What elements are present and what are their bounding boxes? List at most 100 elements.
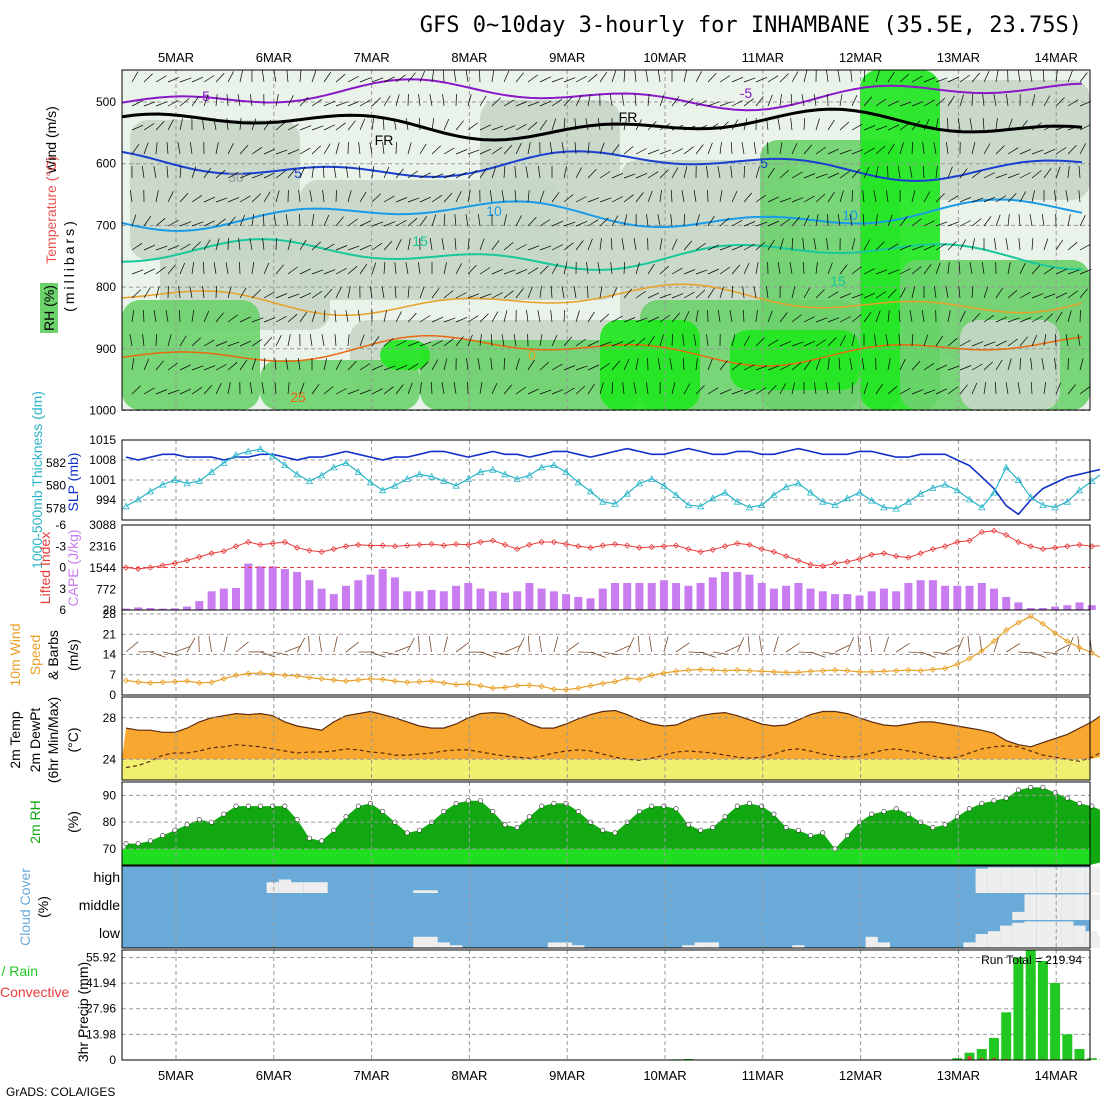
- wind-barb: [995, 316, 1008, 323]
- rh2m-marker: [905, 811, 911, 817]
- wind-barb: [239, 144, 249, 155]
- contour-label: 10: [486, 203, 502, 219]
- wind-barb: [575, 310, 580, 323]
- wind-barb: [719, 142, 722, 155]
- wind-barb: [443, 213, 446, 227]
- rh2m-marker: [160, 832, 166, 838]
- cape-bar: [1087, 605, 1096, 610]
- cloud-high-bar: [266, 882, 279, 893]
- wind-barb: [455, 120, 464, 131]
- wind-barb: [587, 238, 593, 251]
- lifted-index-marker: [501, 541, 509, 548]
- wind-barb: [767, 365, 780, 371]
- wind-barb-10m: [162, 651, 179, 656]
- thickness-marker: [366, 478, 375, 486]
- rh2m-marker: [1064, 795, 1070, 801]
- date-label-bottom: 10MAR: [643, 1068, 686, 1083]
- rh2m-marker: [135, 841, 141, 847]
- lifted-index-marker: [709, 546, 716, 553]
- wind-barb: [681, 190, 685, 203]
- wind-barb-10m: [333, 636, 338, 653]
- wind-barb: [419, 382, 422, 395]
- wind-barb: [407, 341, 420, 347]
- contour-label: 5: [294, 165, 302, 181]
- cape-bar: [867, 591, 876, 610]
- wind-barb: [779, 169, 790, 179]
- cloud-low-bar: [877, 942, 890, 948]
- wind-barb: [490, 333, 493, 347]
- wind-barb-10m: [198, 635, 200, 653]
- cape-tick-label: 772: [96, 582, 116, 596]
- thickness-marker: [122, 502, 130, 510]
- wind-barb: [945, 286, 949, 299]
- rh2m-marker: [257, 803, 263, 809]
- lifted-index-marker: [807, 561, 814, 568]
- thickness-marker: [819, 497, 827, 505]
- wind-barb: [803, 195, 815, 203]
- thickness-marker: [831, 501, 839, 508]
- wind-barb: [1079, 386, 1090, 395]
- wind-barb: [443, 290, 454, 299]
- wind-barb: [971, 341, 984, 347]
- cloud-high-bar: [1024, 867, 1037, 893]
- wind-barb-10m: [895, 642, 910, 653]
- wind-barb: [863, 69, 866, 83]
- lifted-index-marker: [318, 548, 325, 555]
- wind-barb: [407, 313, 417, 323]
- lifted-index-marker: [391, 543, 398, 550]
- wind-barb: [203, 339, 215, 347]
- wind-barb: [610, 262, 613, 275]
- wind-barb: [1065, 334, 1069, 347]
- wind-barb: [311, 310, 317, 323]
- wind-barb: [311, 166, 315, 179]
- wind-barb: [587, 73, 598, 83]
- wind-barb: [309, 190, 313, 203]
- wind-barb-10m: [1066, 636, 1074, 653]
- wind-barb: [911, 120, 921, 131]
- cloud-low-bar: [987, 931, 1001, 948]
- wind-barb: [1007, 214, 1010, 227]
- rh2m-marker: [147, 838, 153, 844]
- wind-barb: [693, 190, 697, 203]
- wind-barb: [417, 262, 421, 275]
- contour-label: 0: [528, 347, 536, 363]
- date-label-bottom: 11MAR: [742, 1068, 784, 1083]
- cloud-high-bar: [315, 882, 328, 893]
- wind-barb: [671, 167, 679, 179]
- wind-barb: [753, 142, 757, 155]
- thickness-marker: [1002, 463, 1010, 471]
- wind-speed-marker: [318, 675, 325, 682]
- wind-barb: [131, 269, 144, 275]
- wind-barb: [393, 118, 397, 131]
- wind-barb: [587, 142, 590, 155]
- wind-barb: [719, 190, 723, 203]
- wind-barb: [263, 291, 275, 299]
- cloud-low-bar: [865, 936, 878, 948]
- wind-barb: [755, 337, 765, 347]
- wind-barb: [167, 245, 180, 251]
- wind-barb: [803, 287, 811, 299]
- wind-speed-marker: [966, 655, 973, 662]
- wind-barb: [839, 292, 852, 299]
- rh2m-marker: [380, 808, 386, 814]
- cloud-middle-bar: [1012, 911, 1025, 920]
- footer-credit: GrADS: COLA/IGES: [6, 1085, 115, 1099]
- wind-barb: [707, 101, 720, 107]
- wind-barb: [347, 265, 358, 275]
- cloud-middle-bar: [1073, 894, 1086, 920]
- contour-label: 25: [290, 389, 306, 405]
- wind-tick-label: 0: [109, 688, 116, 702]
- cloud-low-bar: [547, 942, 560, 948]
- wind-barb: [777, 262, 781, 275]
- wind-barb: [851, 168, 861, 179]
- wind-barb: [657, 70, 661, 83]
- wind-barb: [251, 173, 264, 179]
- cape-bar: [549, 591, 558, 610]
- wind-barb: [191, 221, 204, 227]
- thickness-marker: [916, 489, 925, 497]
- wind-barb: [731, 285, 734, 299]
- wind-barb: [647, 335, 655, 347]
- wind-barb: [995, 145, 1005, 155]
- wind-barb: [347, 120, 356, 131]
